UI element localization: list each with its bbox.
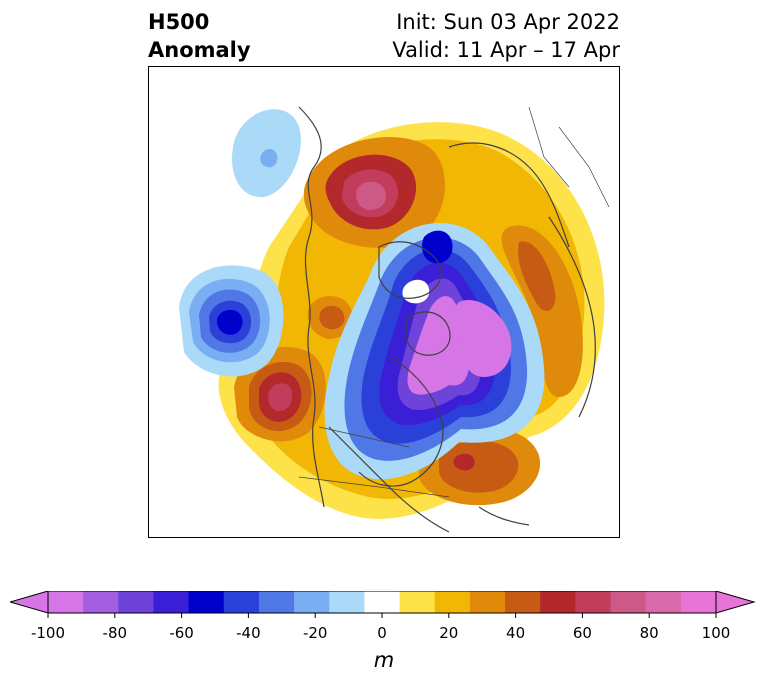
colorbar-tick-label: 20	[439, 624, 459, 642]
colorbar-tick-label: 80	[639, 624, 659, 642]
colorbar-cell	[399, 591, 436, 613]
colorbar-cell	[258, 591, 295, 613]
colorbar-over-arrow	[715, 591, 756, 614]
colorbar	[10, 591, 756, 618]
colorbar-cell	[505, 591, 541, 613]
colorbar-tick-label: 60	[572, 624, 592, 642]
valid-range: Valid: 11 Apr – 17 Apr	[392, 38, 620, 62]
trough-arctic-core	[407, 296, 470, 395]
colorbar-tick-label: 100	[701, 624, 731, 642]
colorbar-cell	[153, 591, 190, 613]
title-variable: H500	[148, 10, 210, 34]
colorbar-cell	[48, 591, 84, 613]
colorbar-tick-label: -40	[236, 624, 261, 642]
trough-alaska-core	[260, 149, 278, 168]
colorbar-cell	[680, 591, 717, 613]
colorbar-cell	[329, 591, 365, 613]
colorbar-cell	[294, 591, 330, 613]
colorbar-cell	[645, 591, 682, 613]
anomaly-map-svg	[179, 106, 610, 533]
colorbar-cell	[83, 591, 119, 613]
trough-pacific-core	[216, 309, 243, 335]
colorbar-unit: m	[373, 648, 395, 672]
map-dates: Init: Sun 03 Apr 2022 Valid: 11 Apr – 17…	[392, 8, 620, 64]
colorbar-cell	[610, 591, 647, 613]
anomaly-map	[148, 66, 620, 538]
ridge-atlantic-core	[453, 453, 475, 471]
ridge-eurasia-60	[518, 241, 556, 311]
title-field: Anomaly	[148, 38, 251, 62]
colorbar-cell	[118, 591, 154, 613]
colorbar-tick-label: 40	[506, 624, 526, 642]
colorbar-tick-label: -20	[302, 624, 328, 642]
borders	[298, 106, 610, 498]
colorbar-tick-label: -100	[30, 624, 66, 642]
colorbar-under-arrow	[10, 591, 49, 614]
coastlines	[298, 106, 596, 533]
colorbar-tick-label: -60	[169, 624, 194, 642]
colorbar-tick-label: -80	[102, 624, 128, 642]
trough-greenland	[422, 230, 453, 264]
zero-gap	[402, 279, 430, 304]
ridge-north-core	[356, 181, 386, 211]
colorbar-cell	[434, 591, 471, 613]
colorbar-tick-label: 0	[377, 624, 387, 642]
colorbar-cell	[188, 591, 225, 613]
ridge-atlantic-60	[439, 440, 519, 493]
colorbar-cell	[469, 591, 506, 613]
colorbar-cell	[364, 591, 401, 613]
init-date: Init: Sun 03 Apr 2022	[396, 10, 620, 34]
map-title: H500 Anomaly	[148, 8, 251, 64]
colorbar-cell	[540, 591, 576, 613]
colorbar-cell	[575, 591, 612, 613]
ridge-bc-core	[319, 305, 345, 330]
ridge-pacific-core	[268, 383, 293, 412]
trough-hudson-core	[454, 300, 512, 377]
colorbar-cell	[223, 591, 260, 613]
